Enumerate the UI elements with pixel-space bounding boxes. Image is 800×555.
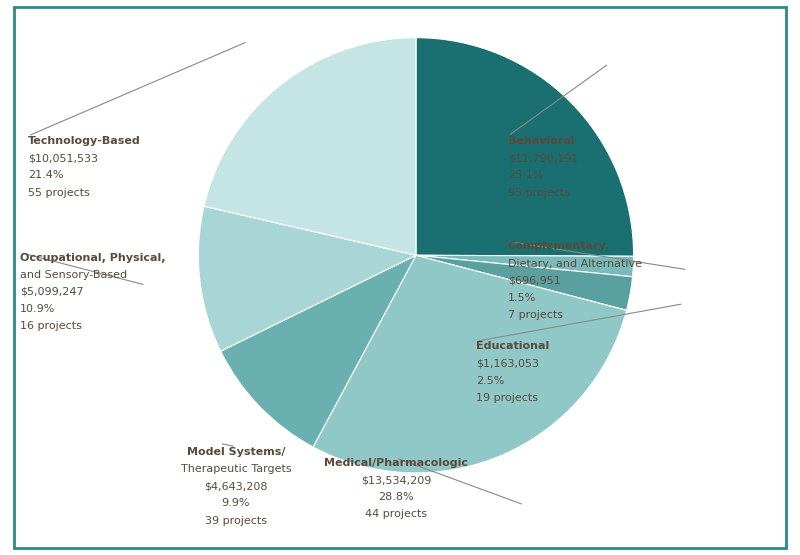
Text: 39 projects: 39 projects: [205, 516, 267, 526]
Text: 7 projects: 7 projects: [508, 310, 563, 320]
Text: Behavioral: Behavioral: [508, 136, 574, 146]
Text: 9.9%: 9.9%: [222, 498, 250, 508]
Text: 1.5%: 1.5%: [508, 293, 536, 303]
Text: 2019: 2019: [375, 24, 425, 42]
Wedge shape: [204, 38, 416, 255]
Text: 25.1%: 25.1%: [508, 170, 543, 180]
Text: 10.9%: 10.9%: [20, 304, 55, 314]
Text: $13,534,209: $13,534,209: [361, 475, 431, 485]
Text: Medical/Pharmacologic: Medical/Pharmacologic: [324, 458, 468, 468]
Text: 28.8%: 28.8%: [378, 492, 414, 502]
Text: $696,951: $696,951: [508, 276, 561, 286]
Wedge shape: [221, 255, 416, 447]
Text: 55 projects: 55 projects: [28, 188, 90, 198]
Wedge shape: [416, 255, 634, 277]
Text: 21.4%: 21.4%: [28, 170, 63, 180]
Text: Funding by Subcategory: Funding by Subcategory: [316, 88, 484, 102]
Text: Model Systems/: Model Systems/: [186, 447, 286, 457]
Text: 16 projects: 16 projects: [20, 321, 82, 331]
Text: 44 projects: 44 projects: [365, 509, 427, 519]
Text: and Sensory-Based: and Sensory-Based: [20, 270, 127, 280]
Text: $10,051,533: $10,051,533: [28, 153, 98, 163]
Text: 95 projects: 95 projects: [508, 188, 570, 198]
Wedge shape: [198, 206, 416, 351]
Text: $11,790,191: $11,790,191: [508, 153, 578, 163]
Wedge shape: [416, 38, 634, 256]
Text: Educational: Educational: [476, 341, 550, 351]
Text: $4,643,208: $4,643,208: [204, 481, 268, 491]
Text: Complementary,: Complementary,: [508, 241, 610, 251]
Wedge shape: [416, 255, 633, 310]
Text: Dietary, and Alternative: Dietary, and Alternative: [508, 259, 642, 269]
Wedge shape: [313, 255, 626, 473]
Text: $5,099,247: $5,099,247: [20, 287, 84, 297]
Text: $1,163,053: $1,163,053: [476, 359, 539, 369]
Text: 2.5%: 2.5%: [476, 376, 504, 386]
Text: Question 4: Interventions: Question 4: Interventions: [270, 55, 530, 73]
Text: Therapeutic Targets: Therapeutic Targets: [181, 464, 291, 474]
Text: 19 projects: 19 projects: [476, 393, 538, 403]
Text: Technology-Based: Technology-Based: [28, 136, 141, 146]
Text: Occupational, Physical,: Occupational, Physical,: [20, 253, 166, 263]
